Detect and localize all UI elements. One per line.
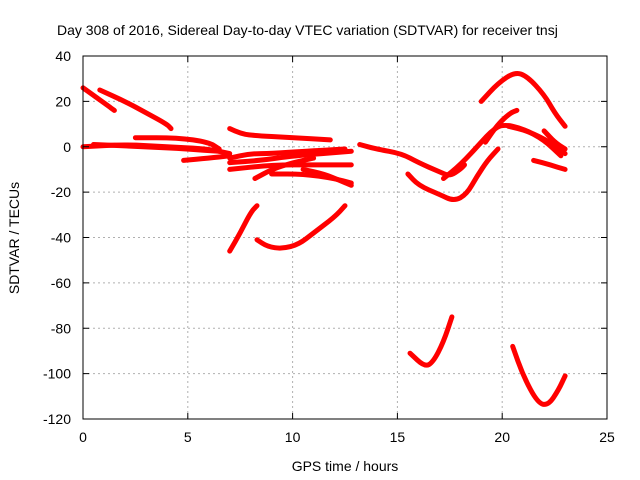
series-arc-14 (227, 203, 260, 254)
series-arc-24 (407, 314, 455, 368)
series-arc-5 (91, 142, 222, 154)
series-arc-25 (510, 343, 568, 407)
x-tick-label: 20 (494, 429, 510, 445)
y-tick-label: -40 (51, 230, 71, 246)
series-arc-15 (254, 203, 348, 251)
series-arc-2 (97, 87, 174, 132)
y-tick-label: -120 (43, 411, 71, 427)
series-arc-19 (482, 107, 520, 145)
series-arc-4 (132, 135, 222, 152)
series-layer (80, 70, 568, 407)
y-tick-label: 0 (63, 139, 71, 155)
x-tick-label: 5 (184, 429, 192, 445)
x-tick-label: 15 (390, 429, 406, 445)
y-tick-label: 40 (55, 48, 71, 64)
y-axis: -120 -100 -80 -60 -40 -20 0 20 40 (43, 48, 607, 427)
gridlines (83, 56, 607, 419)
series-arc-21 (506, 123, 568, 157)
series-arc-23 (531, 157, 568, 172)
series-arc-1 (80, 85, 117, 113)
series-arc-13 (300, 166, 354, 188)
series-arc-6 (181, 153, 233, 163)
x-axis: 0 5 10 15 20 25 (79, 56, 615, 445)
series-arc-20 (478, 70, 568, 129)
x-tick-label: 10 (285, 429, 301, 445)
series-arc-8 (227, 146, 348, 161)
y-tick-label: -80 (51, 320, 71, 336)
chart-title: Day 308 of 2016, Sidereal Day-to-day VTE… (57, 22, 558, 38)
y-tick-label: -20 (51, 184, 71, 200)
series-arc-16 (357, 142, 467, 178)
series-arc-22 (541, 128, 568, 152)
y-tick-label: -60 (51, 275, 71, 291)
x-axis-title: GPS time / hours (292, 458, 399, 474)
x-tick-label: 25 (599, 429, 615, 445)
series-arc-11 (252, 155, 317, 181)
y-tick-label: -100 (43, 366, 71, 382)
series-arc-10 (227, 148, 354, 166)
series-arc-7 (227, 126, 333, 143)
x-tick-label: 0 (79, 429, 87, 445)
y-tick-label: 20 (55, 93, 71, 109)
series-arc-17 (405, 146, 501, 202)
y-axis-title: SDTVAR / TECUs (6, 182, 22, 294)
